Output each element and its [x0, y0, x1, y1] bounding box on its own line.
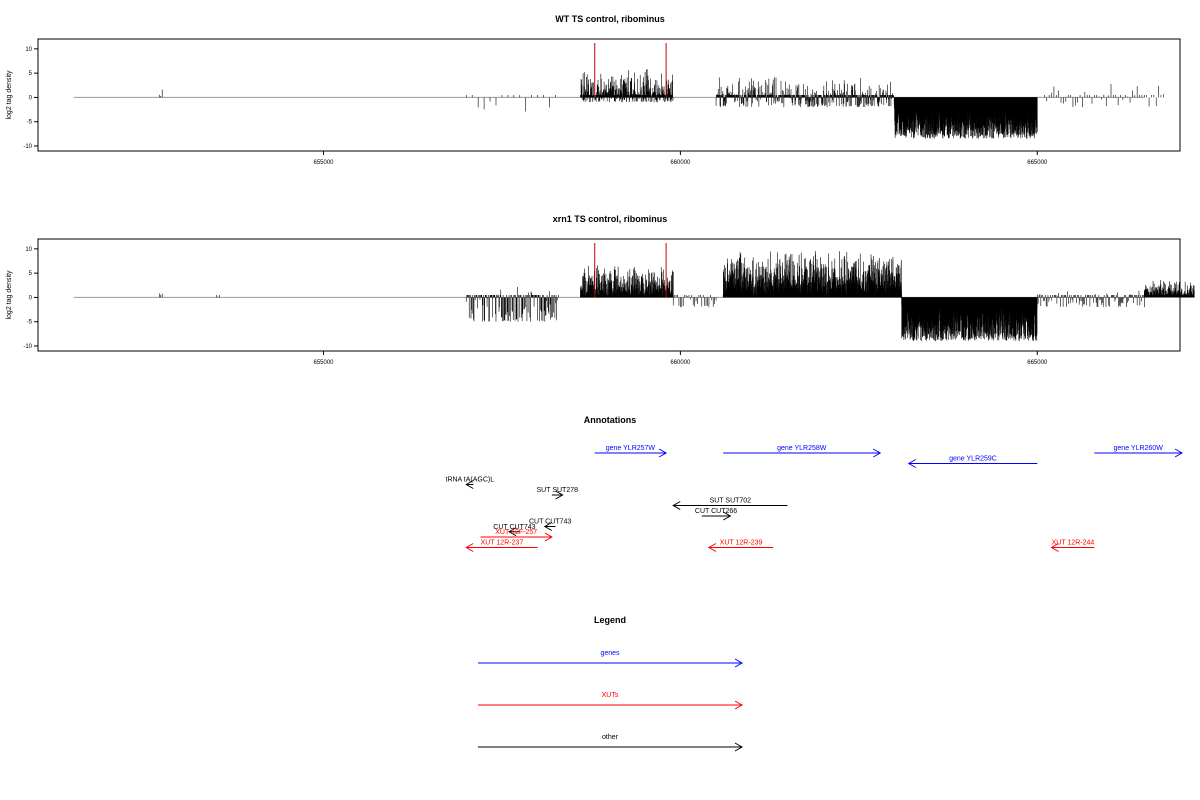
- y-tick-label: 0: [29, 95, 33, 101]
- y-tick-label: 10: [25, 47, 32, 53]
- x-tick-label: 665000: [1027, 160, 1048, 166]
- density-bars: [73, 43, 1164, 139]
- panel-title: WT TS control, ribominus: [555, 14, 665, 24]
- axes: -10 -5 0 5 10 655000 660000 665000: [23, 47, 1048, 166]
- x-tick-label: 655000: [313, 160, 334, 166]
- y-tick-label: -5: [27, 120, 33, 126]
- density-bars: [73, 243, 1195, 342]
- y-axis-label: log2 tag density: [6, 70, 13, 120]
- wt-density-panel: WT TS control, ribominus log2 tag densit…: [6, 14, 1181, 166]
- x-tick-label: 660000: [670, 160, 691, 166]
- plot-frame: [37, 38, 1181, 152]
- y-axis-label: log2 tag density: [6, 270, 13, 320]
- xrn1-density-panel: xrn1 TS control, ribominus log2 tag dens…: [6, 214, 1195, 366]
- y-tick-label: 5: [29, 71, 33, 77]
- y-tick-label: -10: [23, 144, 32, 150]
- panel-title: xrn1 TS control, ribominus: [553, 214, 668, 224]
